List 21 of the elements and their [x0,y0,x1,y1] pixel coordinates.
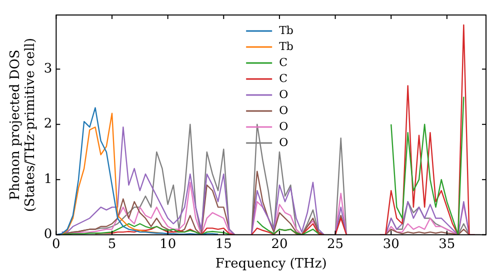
legend-label: Tb [279,24,294,37]
x-tick-label: 25 [327,236,344,252]
y-tick-label: 1 [44,172,52,187]
y-tick-label: 2 [44,116,52,132]
legend-label: Tb [279,40,294,53]
y-tick-label: 3 [44,61,52,76]
legend-label: O [279,120,288,133]
legend-label: O [279,136,288,149]
x-axis-title: Frequency (THz) [215,256,327,272]
legend-label: O [279,104,288,117]
y-tick-label: 0 [44,227,52,242]
y-axis-title: Phonon projected DOS (States/THz·primitive cell) [8,38,38,212]
legend-label: C [279,72,288,85]
legend-label: O [279,88,288,101]
x-tick-label: 20 [271,236,288,252]
x-tick-label: 35 [438,236,456,252]
x-tick-label: 10 [160,236,176,252]
legend-label: C [279,56,288,69]
x-tick-label: 30 [382,236,400,252]
x-tick-label: 15 [215,236,232,252]
x-tick-label: 5 [108,236,116,252]
